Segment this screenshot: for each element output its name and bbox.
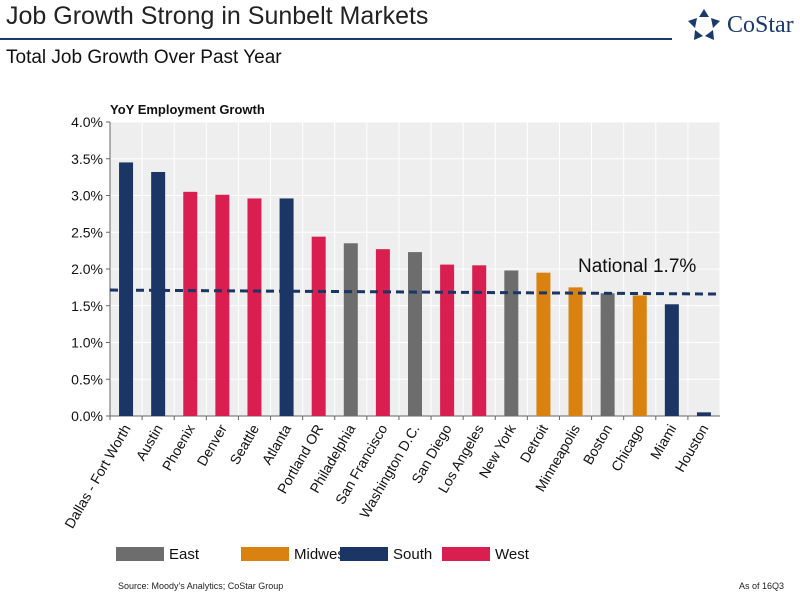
y-tick-label: 3.0%: [71, 188, 103, 204]
x-tick-label: Boston: [580, 422, 616, 468]
legend-label-midwest: Midwest: [294, 546, 350, 563]
bar-washington-d-c-: [408, 252, 422, 416]
y-tick-label: 2.5%: [71, 224, 103, 240]
chart-title: YoY Employment Growth: [110, 102, 265, 117]
x-tick-label: Seattle: [226, 421, 262, 467]
bar-philadelphia: [343, 243, 358, 416]
bar-san-diego: [440, 264, 455, 416]
legend-label-west: West: [495, 546, 530, 563]
legend-swatch-midwest: [241, 547, 289, 561]
bar-san-francisco: [375, 249, 390, 416]
bar-los-angeles: [472, 265, 487, 416]
y-tick-label: 4.0%: [71, 114, 103, 130]
legend-swatch-south: [340, 547, 388, 561]
y-tick-label: 3.5%: [71, 151, 103, 167]
bar-houston: [696, 412, 711, 416]
y-tick-label: 0.5%: [71, 371, 103, 387]
national-average-label: National 1.7%: [578, 256, 696, 277]
source-note: Source: Moody's Analytics; CoStar Group: [118, 581, 284, 591]
bar-austin: [151, 171, 166, 416]
national-average-line: [109, 288, 721, 296]
logo-text: CoStar: [727, 12, 794, 38]
x-tick-label: Austin: [132, 422, 165, 464]
bar-portland-or: [311, 236, 326, 416]
bar-phoenix: [183, 191, 198, 416]
x-tick-label: Denver: [194, 421, 231, 468]
x-tick-label: Detroit: [517, 421, 552, 465]
bar-minneapolis: [568, 287, 583, 416]
x-tick-label: Dallas - Fort Worth: [61, 422, 133, 532]
y-tick-label: 0.0%: [71, 408, 103, 424]
bar-seattle: [247, 198, 262, 416]
bar-atlanta: [279, 198, 294, 416]
bar-chicago: [632, 295, 647, 416]
title-divider: [0, 38, 672, 40]
bar-miami: [664, 304, 679, 416]
y-tick-label: 2.0%: [71, 261, 103, 277]
legend-swatch-west: [442, 547, 490, 561]
y-tick-label: 1.0%: [71, 335, 103, 351]
legend-swatch-east: [116, 547, 164, 561]
slide-title: Job Growth Strong in Sunbelt Markets: [6, 2, 429, 30]
x-tick-label: Miami: [647, 422, 680, 462]
bar-detroit: [536, 272, 551, 416]
slide-subtitle: Total Job Growth Over Past Year: [6, 47, 282, 68]
y-tick-label: 1.5%: [71, 298, 103, 314]
bar-new-york: [504, 270, 519, 416]
legend-label-south: South: [393, 546, 432, 563]
legend-label-east: East: [169, 546, 200, 563]
as-of-note: As of 16Q3: [739, 581, 785, 591]
bar-denver: [215, 194, 230, 416]
costar-star-icon: [688, 9, 720, 40]
bar-boston: [600, 293, 615, 416]
costar-logo: CoStar: [686, 8, 796, 42]
